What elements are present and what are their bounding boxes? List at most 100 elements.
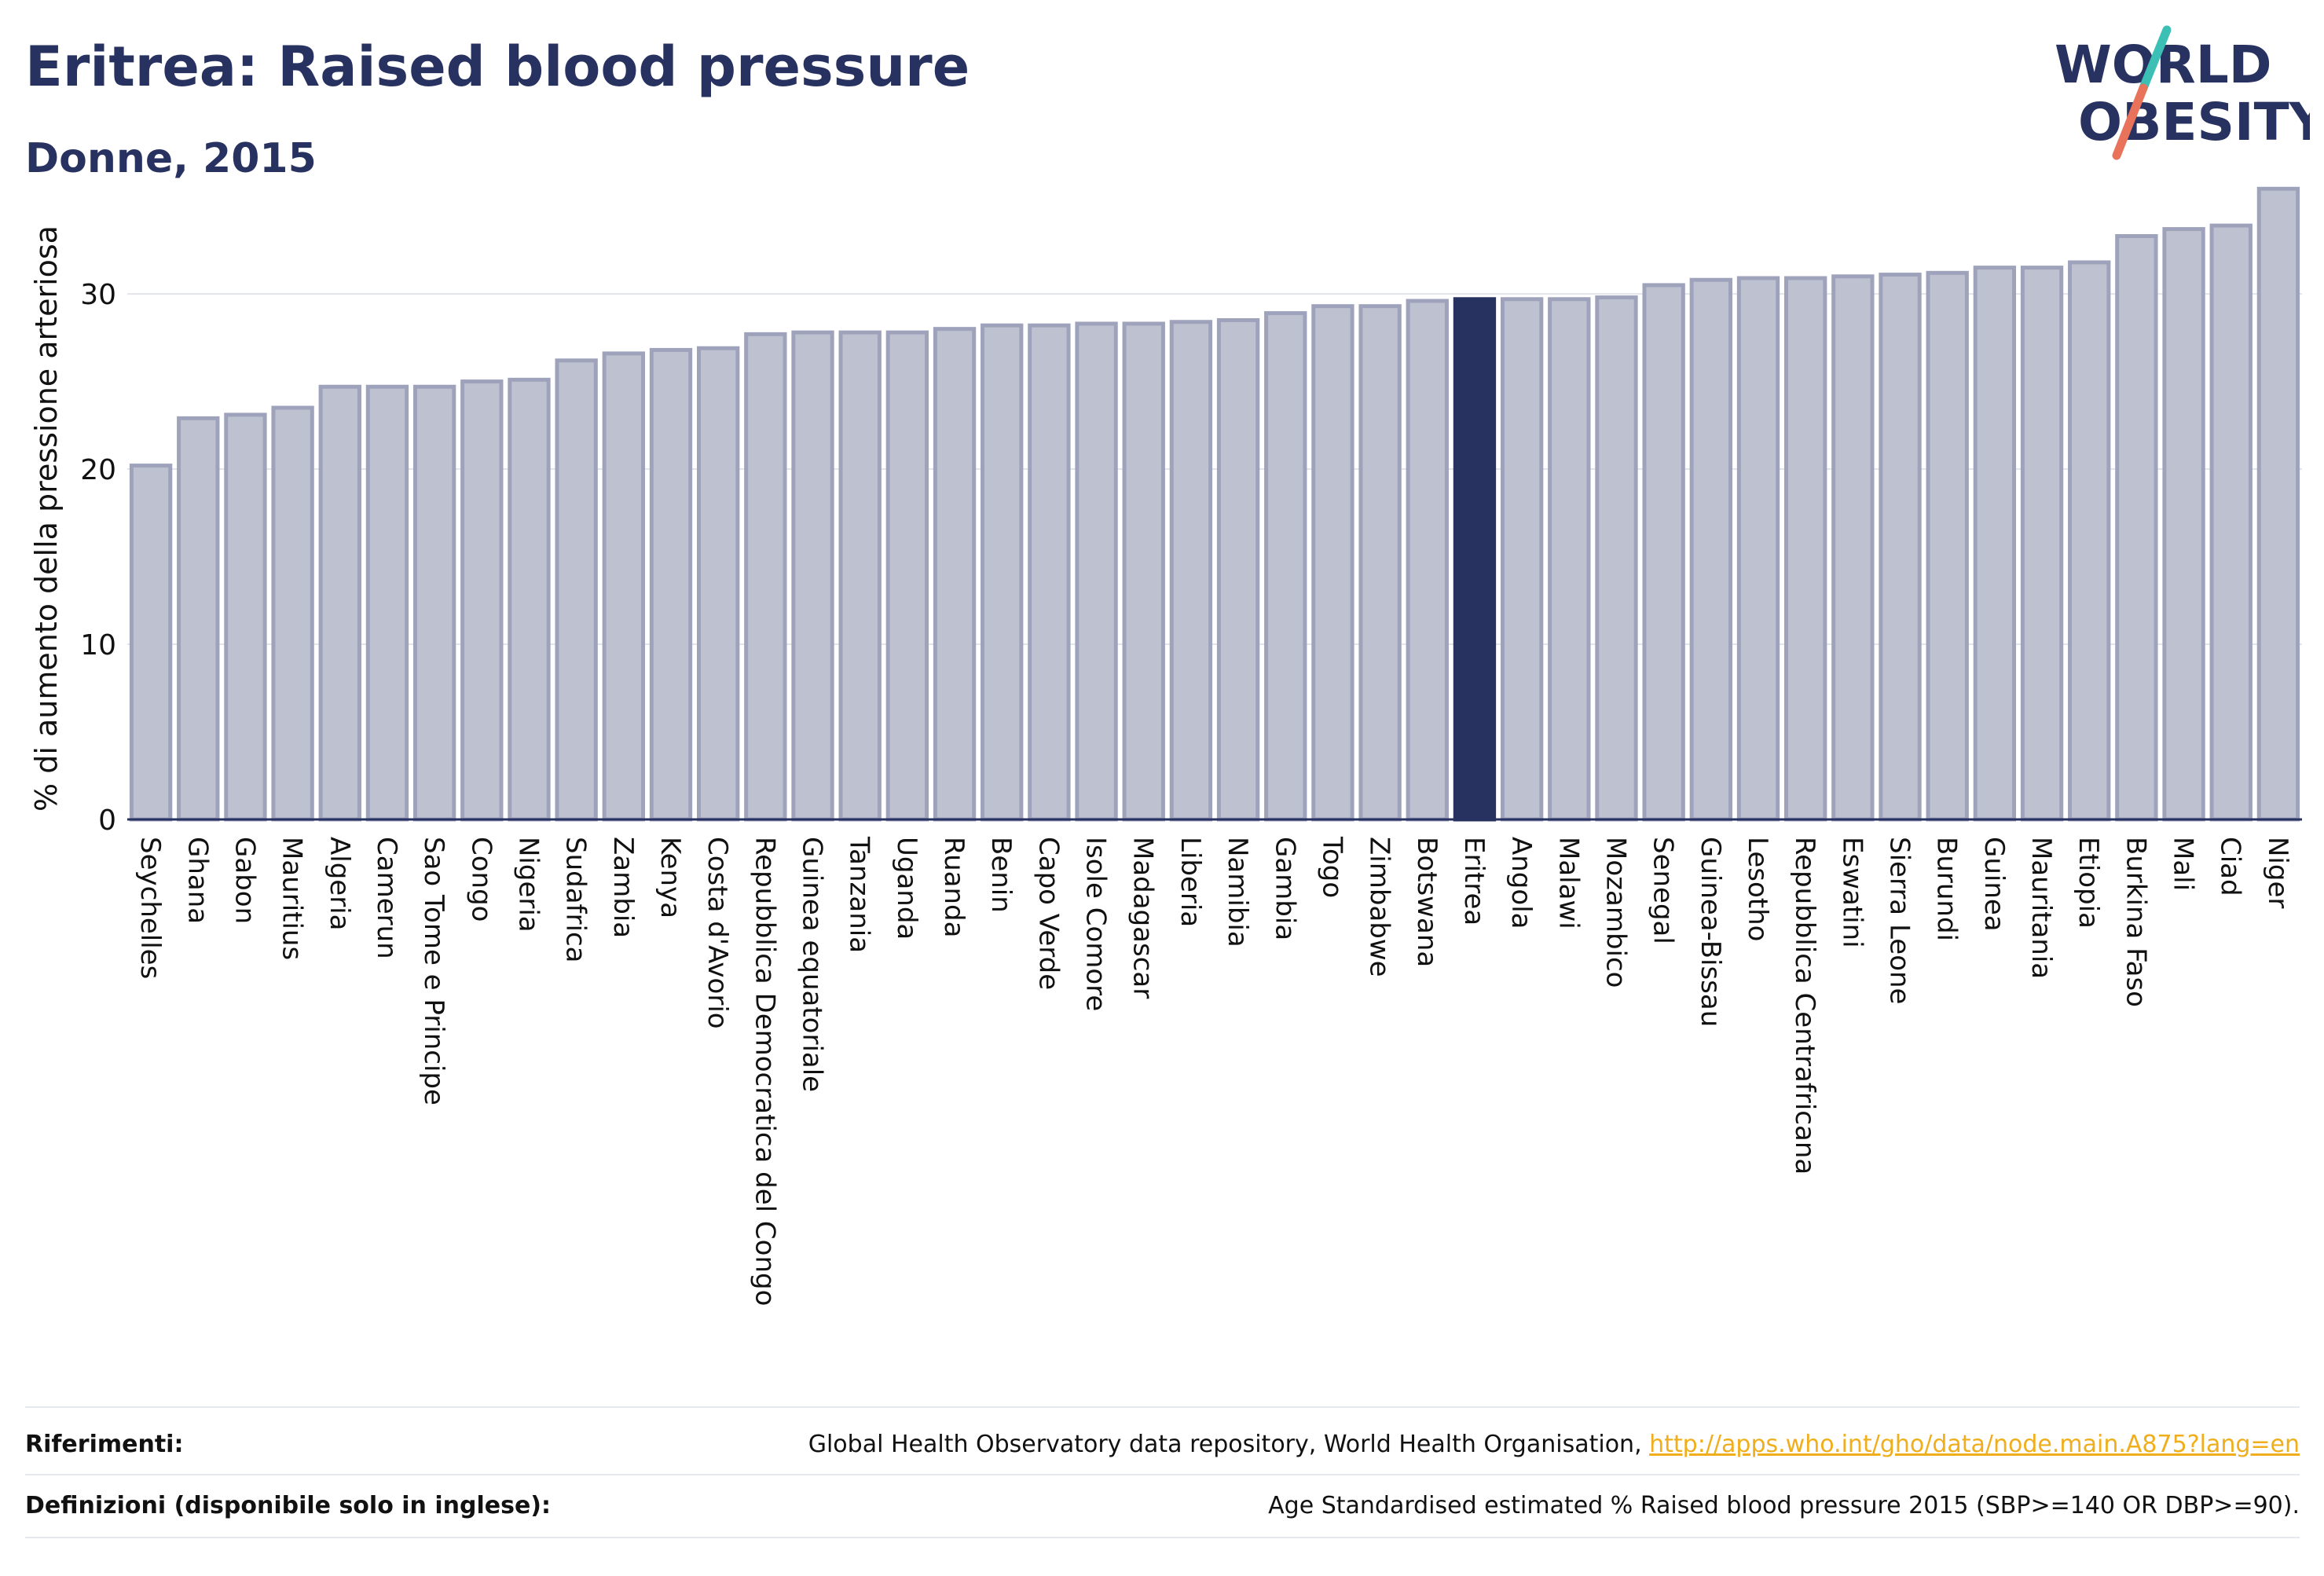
x-tick-labels: Seychelles Ghana Gabon Mauritius Algeria Came…: [134, 836, 2293, 1306]
x-tick-label: Repubblica Democratica del Congo: [749, 837, 780, 1306]
bar: [1689, 277, 1732, 822]
bar: [1028, 323, 1071, 822]
bar: [1075, 321, 1118, 822]
bar: [1595, 295, 1638, 822]
x-tick-label: Sao Tome e Principe: [418, 837, 449, 1105]
x-tick-label: Kenya: [654, 837, 686, 918]
x-tick-label: Liberia: [1175, 837, 1206, 927]
x-tick-label: Mali: [2168, 837, 2199, 891]
bar: [365, 384, 409, 822]
bar: [981, 323, 1024, 822]
x-tick-label: Namibia: [1222, 837, 1253, 947]
footer-divider-mid: [25, 1474, 2300, 1475]
x-tick-label: Sierra Leone: [1884, 837, 1915, 1004]
references-label: Riferimenti:: [25, 1430, 184, 1458]
x-tick-label: Algeria: [324, 837, 355, 930]
x-tick-label: Lesotho: [1742, 837, 1773, 941]
bar: [1548, 297, 1591, 822]
bar: [1926, 270, 1969, 822]
x-tick-label: Camerun: [371, 837, 402, 959]
x-tick-label: Mauritius: [277, 837, 308, 960]
bar: [1879, 273, 1922, 822]
bar: [1831, 274, 1875, 822]
definitions-row: Definizioni (disponibile solo in inglese…: [25, 1474, 2300, 1537]
y-tick-label: 10: [80, 629, 116, 662]
x-tick-label: Guinea-Bissau: [1695, 837, 1726, 1027]
x-tick-label: Etiopia: [2073, 837, 2104, 929]
x-tick-label: Benin: [985, 837, 1017, 913]
bar: [460, 379, 504, 822]
bar: [1169, 320, 1213, 822]
bar: [1358, 304, 1402, 822]
bar: [1216, 318, 1260, 822]
world-obesity-logo: WORLD OBESITY: [2055, 25, 2310, 160]
x-tick-label: Togo: [1316, 836, 1347, 898]
x-tick-label: Burundi: [1931, 837, 1963, 941]
chart-subtitle: Donne, 2015: [25, 135, 317, 182]
bar: [224, 412, 267, 822]
y-tick-label: 30: [80, 279, 116, 311]
x-tick-label: Madagascar: [1127, 837, 1159, 999]
bar: [271, 405, 314, 822]
bar: [1736, 276, 1780, 822]
x-tick-label: Capo Verde: [1032, 837, 1064, 990]
chart-title: Eritrea: Raised blood pressure: [25, 35, 970, 99]
bar: [697, 346, 740, 822]
x-tick-label: Guinea equatoriale: [797, 837, 828, 1092]
bar: [838, 330, 882, 822]
bar: [602, 351, 645, 822]
references-link[interactable]: http://apps.who.int/gho/data/node.main.A…: [1649, 1430, 2300, 1458]
x-tick-label: Burkina Faso: [2120, 837, 2151, 1007]
bar: [1973, 266, 2017, 822]
bar: [2115, 234, 2158, 822]
x-tick-label: Botswana: [1411, 837, 1442, 967]
definitions-text: Age Standardised estimated % Raised bloo…: [1268, 1491, 2300, 1519]
x-tick-label: Angola: [1505, 837, 1537, 929]
bar: [177, 416, 220, 822]
bar: [318, 384, 361, 822]
bar: [1500, 297, 1544, 822]
footer-divider-bottom: [25, 1537, 2300, 1538]
bar: [2209, 223, 2253, 822]
x-tick-label: Repubblica Centrafricana: [1789, 837, 1820, 1175]
bar: [1264, 311, 1307, 822]
bar: [412, 384, 456, 822]
bar: [508, 377, 551, 822]
x-tick-label: Senegal: [1648, 837, 1679, 944]
references-text: Global Health Observatory data repositor…: [808, 1430, 1650, 1458]
y-tick-labels: 0 10 20 30: [80, 279, 116, 837]
bar: [1122, 321, 1165, 822]
footer-divider-top: [25, 1406, 2300, 1408]
x-tick-label: Uganda: [891, 837, 922, 940]
x-tick-label: Seychelles: [134, 837, 166, 979]
bar: [791, 330, 834, 822]
bar: [1406, 299, 1449, 822]
x-tick-label: Mauritania: [2025, 837, 2057, 979]
x-tick-label: Ciad: [2215, 837, 2246, 896]
x-tick-label: Ghana: [181, 837, 213, 924]
bar: [2020, 266, 2064, 822]
bar: [1784, 276, 1827, 822]
x-tick-label: Nigeria: [512, 837, 544, 933]
x-tick-label: Zambia: [607, 837, 639, 938]
x-tick-label: Sudafrica: [560, 837, 592, 962]
y-tick-label: 20: [80, 454, 116, 486]
bar: [885, 330, 929, 822]
bar: [1642, 283, 1685, 822]
definitions-label: Definizioni (disponibile solo in inglese…: [25, 1491, 551, 1519]
bar: [744, 332, 787, 822]
x-tick-label: Costa d'Avorio: [702, 837, 733, 1029]
x-tick-label: Gambia: [1269, 837, 1300, 940]
x-tick-label: Congo: [465, 837, 497, 922]
bar: [2162, 227, 2205, 822]
x-tick-label: Guinea: [1978, 837, 2010, 932]
bar: [555, 358, 598, 822]
bar-highlight: [1453, 297, 1497, 822]
bar-chart: Seychelles Ghana Gabon Mauritius Algeria Came…: [29, 186, 2302, 1306]
x-tick-label: Gabon: [229, 837, 260, 924]
bar: [649, 347, 693, 822]
logo-slash-top: [2139, 25, 2172, 93]
references-row: Riferimenti: Global Health Observatory d…: [25, 1413, 2300, 1475]
logo-slash-bottom: [2112, 83, 2148, 160]
x-tick-label: Malawi: [1552, 837, 1584, 929]
